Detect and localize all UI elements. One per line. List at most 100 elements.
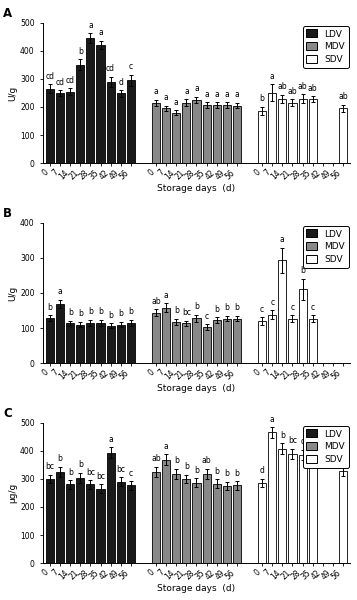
Text: b: b	[300, 266, 305, 275]
Text: cd: cd	[66, 76, 75, 85]
Text: a: a	[225, 89, 229, 98]
Bar	[172, 322, 180, 363]
Text: ab: ab	[338, 92, 348, 101]
Bar	[106, 82, 115, 163]
Bar	[233, 485, 241, 563]
Bar	[117, 325, 125, 363]
Bar	[106, 453, 115, 563]
Text: c: c	[129, 469, 133, 478]
Text: b: b	[214, 467, 219, 476]
Text: a: a	[280, 235, 285, 244]
Bar	[278, 449, 286, 563]
Text: a: a	[164, 93, 169, 102]
Text: c: c	[311, 442, 315, 451]
Text: bc: bc	[86, 468, 95, 477]
Bar	[117, 94, 125, 163]
Text: a: a	[154, 88, 159, 97]
Bar	[223, 319, 231, 363]
Text: a: a	[58, 287, 62, 296]
Bar	[202, 105, 211, 163]
Text: c: c	[205, 311, 208, 320]
Text: ab: ab	[202, 456, 211, 465]
Bar	[192, 482, 201, 563]
Bar	[172, 113, 180, 163]
Text: b: b	[224, 303, 229, 312]
Bar	[213, 484, 221, 563]
Legend: LDV, MDV, SDV: LDV, MDV, SDV	[303, 26, 349, 68]
Bar	[182, 103, 190, 163]
Bar	[96, 45, 105, 163]
Bar	[56, 93, 64, 163]
Text: a: a	[194, 84, 199, 93]
Bar	[182, 479, 190, 563]
Text: b: b	[174, 456, 179, 465]
Text: bc: bc	[182, 308, 191, 317]
Text: c: c	[129, 62, 133, 71]
Text: b: b	[78, 47, 83, 56]
Bar	[233, 106, 241, 163]
Text: a: a	[270, 72, 275, 81]
Text: a: a	[270, 415, 275, 424]
Bar	[76, 478, 84, 563]
Text: a: a	[204, 89, 209, 98]
Bar	[192, 100, 201, 163]
Bar	[46, 479, 54, 563]
X-axis label: Storage days  (d): Storage days (d)	[157, 384, 236, 393]
Text: cd: cd	[106, 64, 115, 73]
Bar	[309, 319, 317, 363]
Text: ab: ab	[151, 454, 161, 463]
Bar	[192, 318, 201, 363]
Text: c: c	[301, 437, 305, 446]
Bar	[56, 472, 64, 563]
Bar	[152, 313, 160, 363]
Bar	[182, 323, 190, 363]
Text: b: b	[184, 462, 189, 471]
Text: b: b	[214, 305, 219, 314]
Bar	[106, 326, 115, 363]
Bar	[96, 323, 105, 363]
Bar	[268, 314, 276, 363]
Bar	[202, 327, 211, 363]
Text: b: b	[235, 303, 239, 312]
Bar	[278, 260, 286, 363]
Text: d: d	[260, 466, 265, 475]
Bar	[288, 319, 297, 363]
Text: b: b	[224, 469, 229, 478]
Bar	[213, 320, 221, 363]
Bar	[162, 308, 170, 363]
Text: ab: ab	[151, 297, 161, 306]
Text: b: b	[280, 431, 285, 440]
Bar	[76, 325, 84, 363]
Bar	[268, 93, 276, 163]
Legend: LDV, MDV, SDV: LDV, MDV, SDV	[303, 226, 349, 268]
Bar	[56, 304, 64, 363]
Bar	[117, 482, 125, 563]
Bar	[96, 488, 105, 563]
Text: ab: ab	[277, 82, 287, 91]
Bar	[278, 99, 286, 163]
Text: cd: cd	[56, 77, 65, 86]
Text: b: b	[129, 307, 133, 316]
Text: c: c	[260, 305, 264, 314]
Legend: LDV, MDV, SDV: LDV, MDV, SDV	[303, 426, 349, 467]
Text: ab: ab	[298, 82, 307, 91]
Text: d: d	[118, 77, 123, 86]
Bar	[223, 105, 231, 163]
Text: c: c	[290, 302, 295, 311]
Text: bc: bc	[288, 436, 297, 445]
Bar	[46, 318, 54, 363]
Text: a: a	[98, 28, 103, 37]
Text: a: a	[184, 87, 189, 96]
Text: ab: ab	[288, 87, 297, 96]
Text: B: B	[3, 207, 12, 220]
Bar	[66, 92, 74, 163]
Text: b: b	[57, 454, 62, 463]
Bar	[66, 323, 74, 363]
Bar	[86, 38, 95, 163]
Text: b: b	[235, 469, 239, 478]
Text: b: b	[174, 307, 179, 316]
Y-axis label: U/g: U/g	[8, 85, 17, 101]
Text: cd: cd	[45, 72, 55, 81]
Bar	[288, 454, 297, 563]
Text: b: b	[194, 466, 199, 475]
